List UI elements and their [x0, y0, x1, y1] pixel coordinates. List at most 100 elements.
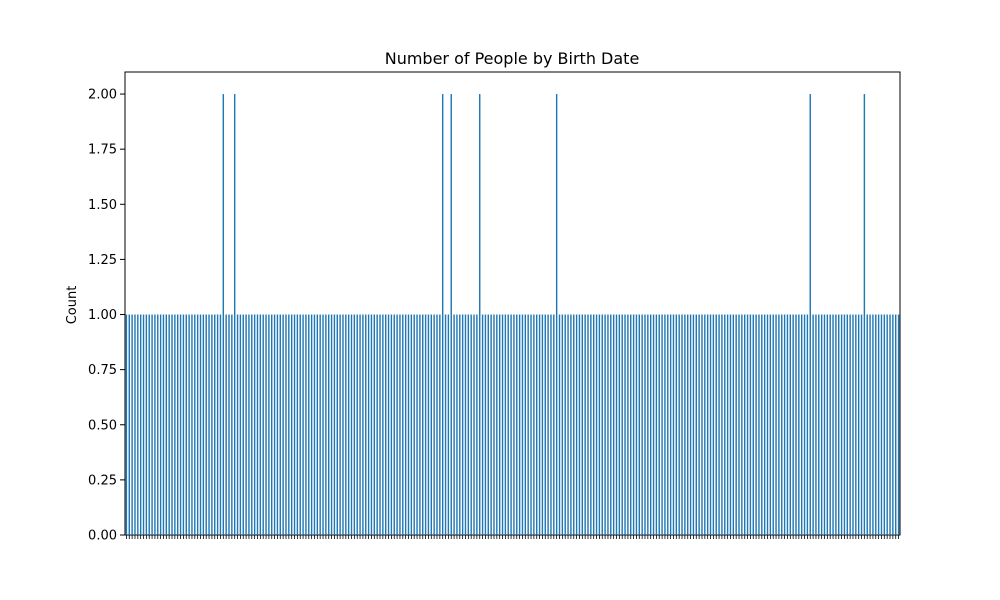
bar: [139, 314, 142, 535]
bar: [541, 314, 544, 535]
bar: [855, 314, 857, 535]
bar: [322, 314, 324, 535]
bar: [393, 314, 395, 535]
bar: [826, 314, 829, 535]
bar: [441, 94, 444, 536]
bar: [276, 314, 279, 535]
bar: [279, 314, 281, 535]
bar: [595, 314, 598, 535]
bar: [581, 314, 584, 535]
bar: [886, 314, 888, 535]
bar: [430, 314, 432, 535]
bar: [151, 314, 153, 535]
bar: [763, 314, 766, 535]
bar: [661, 314, 663, 535]
bar: [741, 314, 743, 535]
bar: [704, 314, 706, 535]
bar: [832, 314, 834, 535]
bar: [829, 314, 831, 535]
bar: [479, 94, 481, 536]
bar: [481, 314, 484, 535]
bar: [336, 314, 338, 535]
bar: [507, 314, 509, 535]
bar: [738, 314, 740, 535]
bar: [347, 314, 350, 535]
bar: [897, 314, 900, 535]
bar: [521, 314, 524, 535]
bar: [573, 314, 575, 535]
bar: [889, 314, 891, 535]
bar: [350, 314, 353, 535]
bar: [516, 314, 518, 535]
bar: [544, 314, 546, 535]
bar: [177, 314, 179, 535]
bar: [689, 314, 692, 535]
bar: [852, 314, 854, 535]
bar: [604, 314, 606, 535]
bar: [228, 314, 230, 535]
bar: [271, 314, 273, 535]
y-tick-label: 1.00: [88, 308, 117, 323]
bar: [253, 314, 256, 535]
bar: [171, 314, 173, 535]
bar: [313, 314, 316, 535]
bar: [493, 314, 495, 535]
bar: [208, 314, 210, 535]
bar: [490, 314, 492, 535]
bar: [268, 314, 270, 535]
bar: [251, 314, 253, 535]
y-tick-label: 0.00: [88, 529, 117, 544]
bar: [649, 314, 652, 535]
bar: [681, 314, 683, 535]
bar: [205, 314, 207, 535]
bar: [373, 314, 376, 535]
bar: [795, 314, 797, 535]
bar: [134, 314, 136, 535]
bar: [199, 314, 202, 535]
bar: [823, 314, 826, 535]
bar: [367, 314, 370, 535]
bar: [459, 314, 461, 535]
bar: [410, 314, 413, 535]
bar: [820, 314, 823, 535]
bar: [396, 314, 398, 535]
bar: [530, 314, 532, 535]
bar: [416, 314, 418, 535]
bar: [849, 314, 851, 535]
bar: [285, 314, 287, 535]
bar: [196, 314, 199, 535]
bar: [262, 314, 264, 535]
bar: [379, 314, 381, 535]
bar: [498, 314, 501, 535]
bar: [769, 314, 772, 535]
bar: [800, 314, 803, 535]
bar: [339, 314, 341, 535]
bar: [496, 314, 498, 535]
bar: [781, 314, 783, 535]
bar: [464, 314, 467, 535]
y-tick-label: 0.50: [88, 418, 117, 433]
bar: [131, 314, 133, 535]
bar: [319, 314, 321, 535]
bar: [202, 314, 205, 535]
bar: [658, 314, 660, 535]
bar: [216, 314, 219, 535]
bar: [211, 314, 213, 535]
bar: [461, 314, 464, 535]
bar: [655, 314, 658, 535]
bar: [561, 314, 564, 535]
bar: [752, 314, 754, 535]
bar: [419, 314, 421, 535]
bar: [744, 314, 746, 535]
bar: [718, 314, 720, 535]
bar: [365, 314, 367, 535]
bar: [607, 314, 609, 535]
bar: [644, 314, 646, 535]
bar: [527, 314, 529, 535]
bar: [601, 314, 603, 535]
bar: [504, 314, 507, 535]
bar: [302, 314, 304, 535]
bar: [587, 314, 589, 535]
bar: [385, 314, 387, 535]
